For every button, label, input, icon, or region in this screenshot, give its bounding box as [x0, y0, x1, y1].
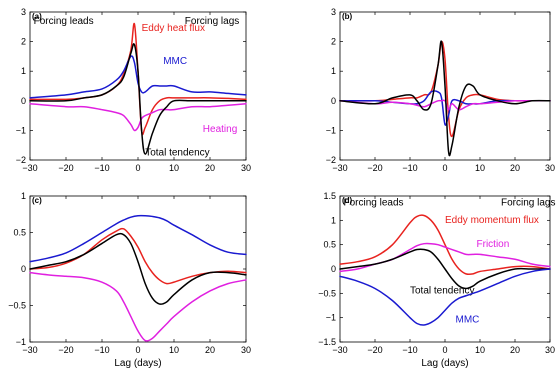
x-tick-label: 0: [442, 345, 447, 355]
series-label: Total tendency: [145, 148, 210, 159]
x-tick-label: 30: [241, 345, 251, 355]
x-tick-label: 20: [510, 345, 520, 355]
y-tick-label: 1: [331, 66, 336, 76]
x-tick-label: −20: [367, 345, 382, 355]
y-tick-label: 1.5: [323, 191, 336, 201]
y-tick-label: 0.5: [323, 240, 336, 250]
x-tick-label: −10: [402, 163, 417, 173]
x-tick-label: −10: [94, 345, 109, 355]
series-line: [29, 232, 247, 305]
x-tick-label: 30: [545, 345, 555, 355]
x-tick-label: 20: [205, 163, 215, 173]
annotation: Forcing leads: [34, 16, 94, 27]
series-label: MMC: [163, 56, 187, 67]
series-line: [339, 214, 551, 276]
y-tick-label: −1: [326, 125, 336, 135]
x-tick-label: −10: [94, 163, 109, 173]
y-tick-label: 2: [21, 37, 26, 47]
x-tick-label: −30: [332, 345, 347, 355]
y-tick-label: 0: [331, 264, 336, 274]
y-tick-label: 0: [331, 96, 336, 106]
panel-label: (b): [342, 12, 353, 21]
y-tick-label: 1: [21, 66, 26, 76]
x-tick-label: 10: [475, 345, 485, 355]
series-label: Total tendency: [410, 285, 475, 296]
x-tick-label: 20: [510, 163, 520, 173]
y-tick-label: −1.5: [318, 337, 336, 347]
y-tick-label: 1: [21, 191, 26, 201]
x-axis-label: Lag (days): [421, 358, 468, 369]
y-tick-label: 0: [21, 264, 26, 274]
panel-label: (a): [32, 12, 42, 21]
x-tick-label: −30: [22, 345, 37, 355]
series-line: [339, 40, 551, 157]
panel-label: (c): [32, 196, 42, 205]
series-line: [29, 271, 247, 342]
y-tick-label: −1: [326, 313, 336, 323]
panel-3: (d) −30 −20 −10 0 10 20 30 −1.5 −1 −0.5 0 0.5 1 1.5 Edd…: [318, 191, 555, 369]
y-tick-label: 3: [21, 7, 26, 17]
x-tick-label: 10: [169, 345, 179, 355]
series-label: Heating: [203, 124, 237, 135]
x-tick-label: −20: [367, 163, 382, 173]
y-tick-label: −0.5: [318, 288, 336, 298]
y-tick-label: −1: [16, 337, 26, 347]
panel-label: (d): [342, 196, 353, 205]
y-tick-label: −0.5: [8, 301, 26, 311]
y-tick-label: −2: [326, 155, 336, 165]
plot-frame: [29, 11, 247, 161]
series-label: Eddy momentum flux: [445, 215, 539, 226]
y-tick-label: 1: [331, 215, 336, 225]
annotation: Forcing lags: [185, 16, 239, 27]
annotation: Forcing lags: [501, 198, 555, 209]
x-tick-label: −10: [402, 345, 417, 355]
plot-frame: [29, 195, 247, 343]
x-tick-label: 20: [205, 345, 215, 355]
series-line: [339, 268, 551, 326]
x-tick-label: −30: [332, 163, 347, 173]
x-tick-label: 10: [475, 163, 485, 173]
y-tick-label: −2: [16, 155, 26, 165]
series-label: Eddy heat flux: [142, 23, 205, 34]
x-tick-label: 0: [135, 345, 140, 355]
series-line: [29, 214, 247, 263]
x-axis-label: Lag (days): [114, 358, 161, 369]
x-tick-label: 0: [135, 163, 140, 173]
x-tick-label: −20: [58, 163, 73, 173]
annotation: Forcing leads: [344, 198, 404, 209]
series-line: [29, 43, 247, 155]
x-tick-label: −20: [58, 345, 73, 355]
y-tick-label: 3: [331, 7, 336, 17]
x-tick-label: −30: [22, 163, 37, 173]
panel-2: (c) −30 −20 −10 0 10 20 30 −1 −0.5 0 0.5 1 Lag (days): [8, 191, 251, 369]
series-label: MMC: [456, 315, 480, 326]
series-line: [339, 40, 551, 138]
y-tick-label: −1: [16, 125, 26, 135]
y-tick-label: 0: [21, 96, 26, 106]
series-label: Friction: [477, 239, 510, 250]
x-tick-label: 30: [545, 163, 555, 173]
x-tick-label: 10: [169, 163, 179, 173]
x-tick-label: 30: [241, 163, 251, 173]
x-tick-label: 0: [442, 163, 447, 173]
y-tick-label: 0.5: [13, 228, 26, 238]
series-line: [29, 55, 247, 99]
y-tick-label: 2: [331, 37, 336, 47]
series-line: [29, 103, 247, 132]
series-line: [339, 248, 551, 290]
